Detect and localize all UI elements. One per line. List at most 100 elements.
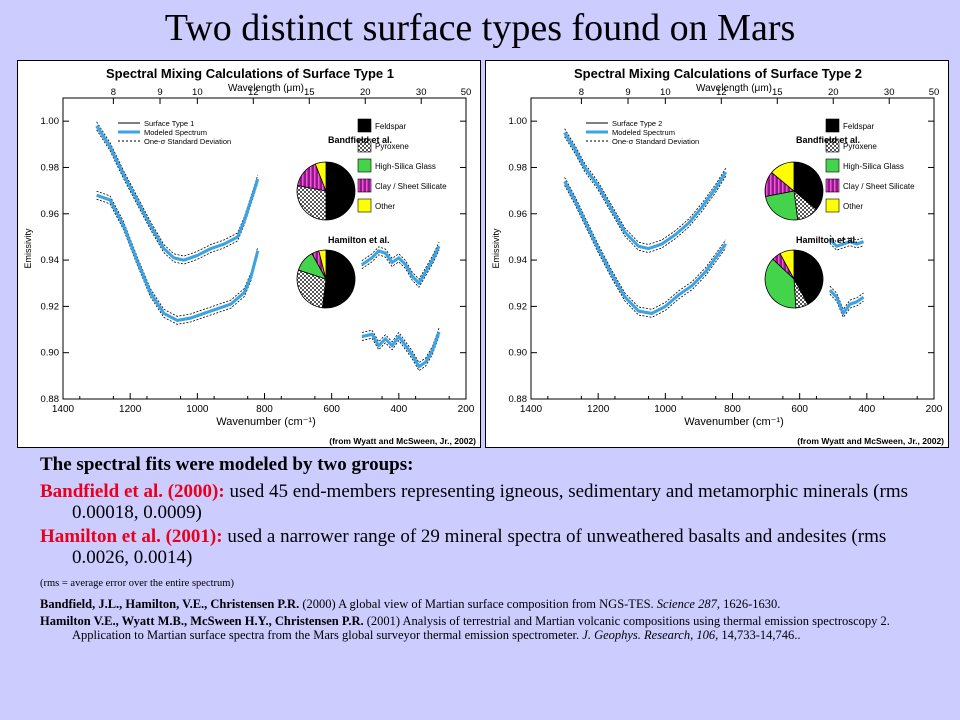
x2-tick-label: 30: [416, 87, 427, 98]
x2-tick-label: 15: [772, 87, 783, 98]
x-tick-label: 800: [724, 404, 741, 415]
std-dev-lower-line: [96, 129, 259, 265]
mineral-swatch: [825, 158, 840, 173]
x-axis-label: Wavenumber (cm⁻¹): [216, 416, 316, 428]
mineral-swatch: [357, 178, 372, 193]
bandfield-pie-label: Bandfield et al.: [328, 135, 392, 145]
pie-slice-other: [771, 161, 795, 192]
reference-bandfield: Bandfield, J.L., Hamilton, V.E., Christe…: [40, 597, 940, 611]
std-dev-lower-line: [361, 335, 440, 372]
std-dev-lower-line: [564, 185, 727, 318]
x2-tick-label: 12: [716, 87, 727, 98]
mineral-legend-label: Other: [375, 202, 395, 211]
modeled-spectrum-line: [563, 131, 728, 250]
x-tick-label: 600: [323, 404, 340, 415]
x-tick-label: 400: [390, 404, 407, 415]
mineral-legend-label: Pyroxene: [375, 142, 409, 151]
credit-label: (from Wyatt and McSween, Jr., 2002): [797, 436, 944, 446]
x2-tick-label: 9: [157, 87, 162, 98]
chart-panel-surface-type-2: Spectral Mixing Calculations of Surface …: [485, 60, 949, 448]
x2-tick-label: 12: [248, 87, 259, 98]
std-dev-lower-line: [564, 136, 727, 253]
mineral-swatch: [357, 158, 372, 173]
legend-label: One-σ Standard Deviation: [144, 137, 231, 146]
modeled-spectrum-line: [828, 238, 864, 248]
pie-slice-feldspar: [325, 161, 356, 221]
x-tick-label: 400: [858, 404, 875, 415]
mineral-swatch: [357, 198, 372, 213]
pie-slice-other: [318, 249, 327, 280]
mineral-legend-label: Feldspar: [375, 122, 406, 131]
hamilton-paragraph: Hamilton et al. (2001): used a narrower …: [40, 526, 940, 568]
y-tick-label: 0.98: [509, 162, 528, 173]
std-dev-upper-line: [564, 177, 727, 310]
rms-note: (rms = average error over the entire spe…: [40, 578, 234, 589]
surface-spectrum-line: [96, 126, 259, 262]
x-tick-label: 800: [256, 404, 273, 415]
x2-tick-label: 20: [360, 87, 371, 98]
chart-title: Spectral Mixing Calculations of Surface …: [574, 66, 862, 81]
mineral-swatch: [825, 178, 840, 193]
x2-tick-label: 8: [111, 87, 116, 98]
ref2-authors: Hamilton V.E., Wyatt M.B., McSween H.Y.,…: [40, 614, 364, 628]
ref1-text: (2000) A global view of Martian surface …: [299, 597, 657, 611]
std-dev-upper-line: [361, 327, 440, 364]
reference-hamilton: Hamilton V.E., Wyatt M.B., McSween H.Y.,…: [40, 614, 940, 642]
chart-surface-type-1: Spectral Mixing Calculations of Surface …: [23, 66, 476, 446]
credit-label: (from Wyatt and McSween, Jr., 2002): [329, 436, 476, 446]
std-dev-upper-line: [564, 128, 727, 245]
mineral-swatch: [825, 118, 840, 133]
pie-slice-other: [779, 249, 795, 280]
y-tick-label: 0.90: [41, 348, 60, 359]
ref2-journal: J. Geophys. Research, 106,: [582, 628, 719, 642]
bandfield-pie-label: Bandfield et al.: [796, 135, 860, 145]
ref1-authors: Bandfield, J.L., Hamilton, V.E., Christe…: [40, 597, 300, 611]
slide-title: Two distinct surface types found on Mars: [164, 7, 796, 49]
x-tick-label: 200: [926, 404, 943, 415]
y-tick-label: 1.00: [41, 116, 60, 127]
hamilton-pie-label: Hamilton et al.: [796, 235, 858, 245]
mineral-legend-label: Clay / Sheet Silicate: [375, 182, 447, 191]
modeled-spectrum-line: [96, 193, 260, 322]
x2-tick-label: 20: [828, 87, 839, 98]
bandfield-body: used 45 end-members representing igneous…: [72, 481, 908, 523]
legend-label: Modeled Spectrum: [612, 128, 675, 137]
legend-label: One-σ Standard Deviation: [612, 137, 699, 146]
intro-text: The spectral fits were modeled by two gr…: [40, 454, 414, 475]
legend-label: Surface Type 2: [612, 119, 662, 128]
mineral-legend-label: High-Silica Glass: [843, 162, 904, 171]
modeled-spectrum-line: [95, 124, 260, 262]
x-tick-label: 1000: [186, 404, 209, 415]
mineral-swatch: [825, 138, 840, 153]
mineral-legend-label: Clay / Sheet Silicate: [843, 182, 915, 191]
mineral-swatch: [357, 138, 372, 153]
pie-slice-pyroxene: [296, 269, 327, 309]
mineral-legend-label: Feldspar: [843, 122, 874, 131]
chart-surface-type-2: Spectral Mixing Calculations of Surface …: [491, 66, 944, 446]
y-tick-label: 0.88: [509, 394, 528, 405]
x-tick-label: 1200: [119, 404, 142, 415]
y-tick-label: 1.00: [509, 116, 528, 127]
mineral-legend-label: Other: [843, 202, 863, 211]
pie-slice-high-silica-glass: [765, 190, 799, 221]
mineral-legend-label: High-Silica Glass: [375, 162, 436, 171]
text-area: The spectral fits were modeled by two gr…: [40, 454, 940, 645]
pie-slice-high-silica-glass: [764, 258, 797, 309]
x2-tick-label: 10: [660, 87, 671, 98]
y-axis-label: Emissivity: [491, 228, 501, 268]
ref1-journal: Science 287: [656, 597, 717, 611]
pie-slice-feldspar: [321, 249, 356, 309]
x-tick-label: 600: [791, 404, 808, 415]
pie-slice-pyroxene: [296, 185, 327, 221]
x2-tick-label: 50: [461, 87, 472, 98]
std-dev-upper-line: [829, 234, 864, 243]
x2-tick-label: 15: [304, 87, 315, 98]
pie-slice-feldspar: [793, 249, 824, 305]
bandfield-heading: Bandfield et al. (2000):: [40, 481, 225, 502]
y-tick-label: 0.92: [509, 301, 528, 312]
y-tick-label: 0.98: [41, 162, 60, 173]
y-tick-label: 0.92: [41, 301, 60, 312]
y-tick-label: 0.94: [41, 255, 60, 266]
pie-slice-feldspar: [793, 161, 824, 211]
wavelength-axis-label: Wavelength (μm): [696, 83, 772, 94]
